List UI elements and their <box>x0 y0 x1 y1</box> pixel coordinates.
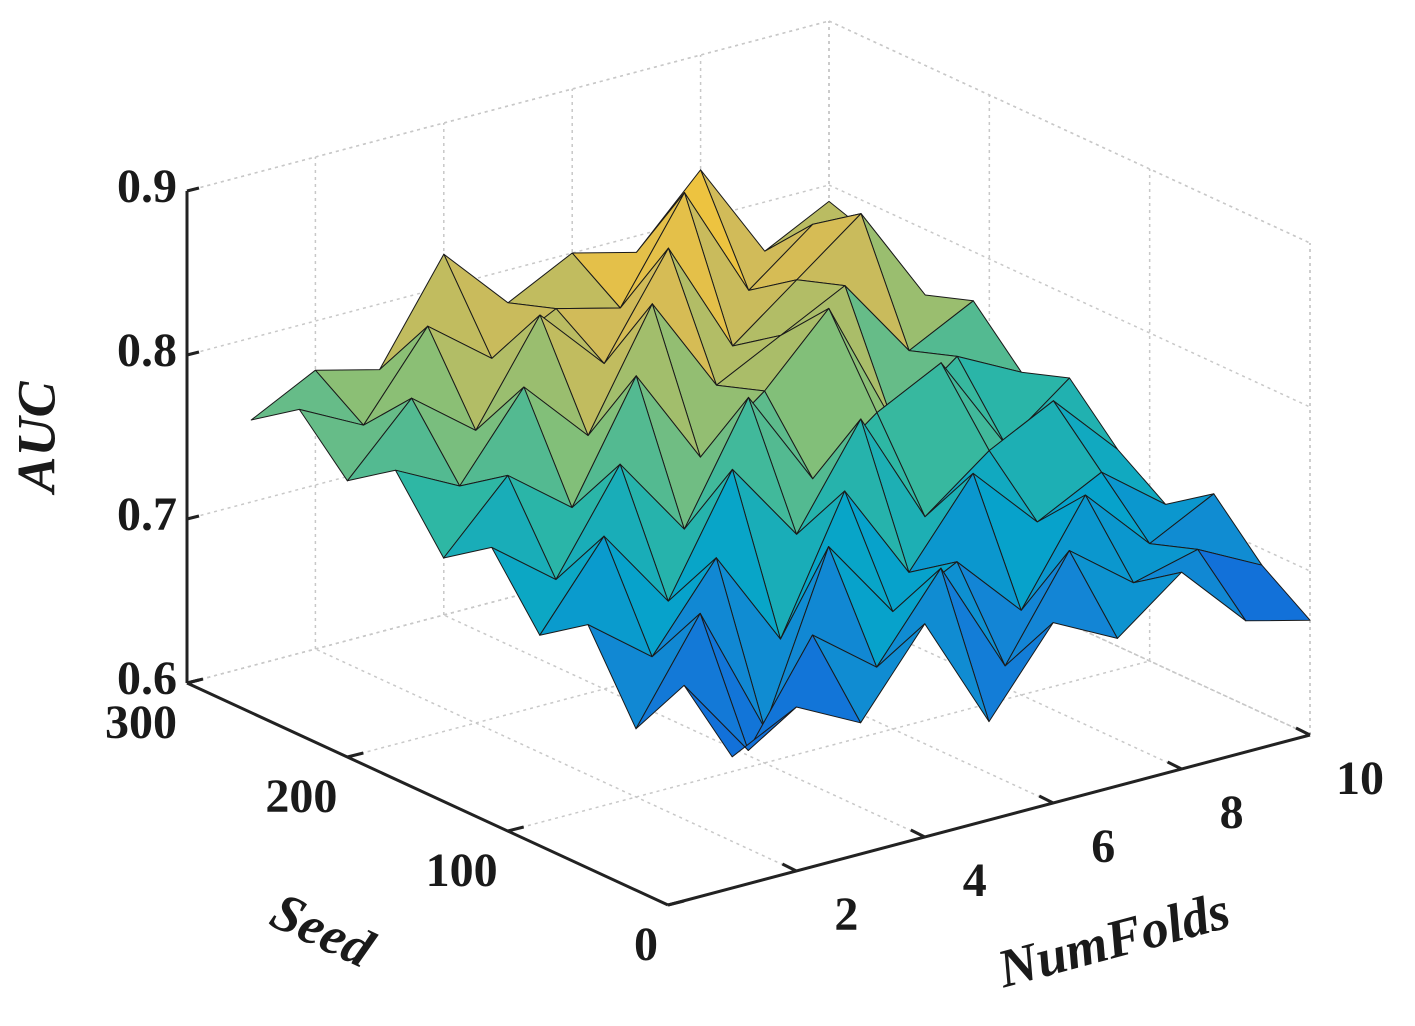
grid-line <box>828 512 1311 736</box>
z-tick <box>186 350 200 357</box>
z-tick-label: 0.9 <box>117 160 177 213</box>
x-axis <box>667 733 1311 907</box>
x-tick-label: 10 <box>1336 752 1384 805</box>
y-tick-label: 300 <box>105 696 177 749</box>
y-tick <box>667 899 685 907</box>
y-axis <box>186 681 669 907</box>
grid-line <box>828 20 1311 244</box>
grid-line <box>186 20 830 192</box>
y-tick <box>507 825 525 833</box>
x-tick <box>910 828 926 839</box>
z-tick <box>186 186 200 193</box>
z-axis-label: AUC <box>6 381 66 496</box>
x-tick <box>1166 760 1183 771</box>
y-axis-label: Seed <box>262 881 383 980</box>
y-tick <box>186 677 204 685</box>
x-tick <box>1038 794 1054 805</box>
grid-line <box>443 614 926 838</box>
x-tick-label: 2 <box>834 888 858 941</box>
y-tick-label: 100 <box>426 844 498 897</box>
x-tick-label: 4 <box>963 854 987 907</box>
z-tick-label: 0.6 <box>117 652 177 705</box>
z-tick-label: 0.7 <box>117 488 177 541</box>
grid-line <box>315 648 797 872</box>
x-axis-label: NumFolds <box>990 880 1235 1000</box>
y-tick <box>346 751 364 759</box>
x-tick <box>1295 726 1311 737</box>
grid-line <box>828 184 1311 408</box>
grid-line <box>507 660 1150 832</box>
x-tick-label: 8 <box>1220 786 1244 839</box>
z-tick-label: 0.8 <box>117 324 177 377</box>
z-tick <box>186 514 200 521</box>
surface-patch <box>683 684 797 758</box>
x-tick <box>781 862 798 873</box>
x-tick-label: 6 <box>1091 820 1115 873</box>
y-tick-label: 200 <box>265 770 337 823</box>
y-tick-label: 0 <box>634 918 658 971</box>
